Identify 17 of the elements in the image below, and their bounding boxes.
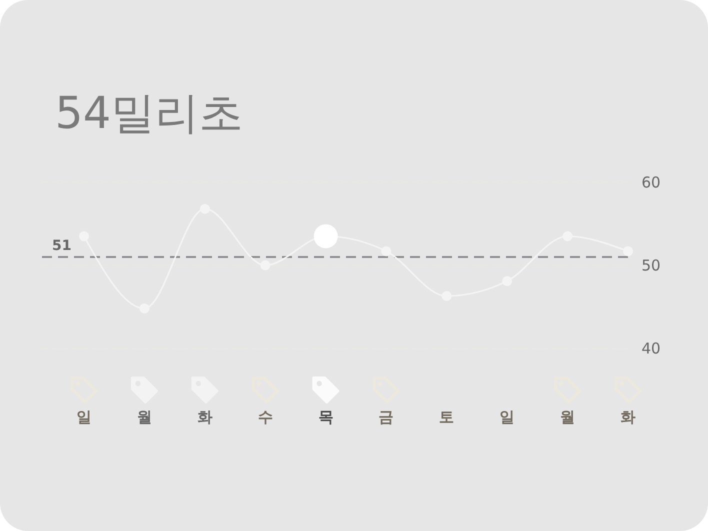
x-tick-label: 목 [318,408,334,426]
point [381,246,392,256]
y-tick-label: 50 [641,256,661,274]
ref-line-label: 51 [52,238,72,254]
x-tick-label: 일 [76,408,92,426]
chart-title: 54밀리초 [55,88,243,139]
x-tick-label: 금 [378,408,394,426]
x-tick-label: 수 [258,408,273,426]
x-tick-label: 화 [197,408,212,426]
y-tick-label: 40 [641,339,661,358]
x-tick-label: 토 [439,408,454,426]
y-tick-label: 60 [641,173,661,192]
x-tick-label: 월 [136,408,152,426]
x-tick-label: 화 [620,408,636,426]
x-tick-label: 일 [500,408,515,426]
point [623,246,633,256]
x-tick-label: 월 [560,408,576,426]
